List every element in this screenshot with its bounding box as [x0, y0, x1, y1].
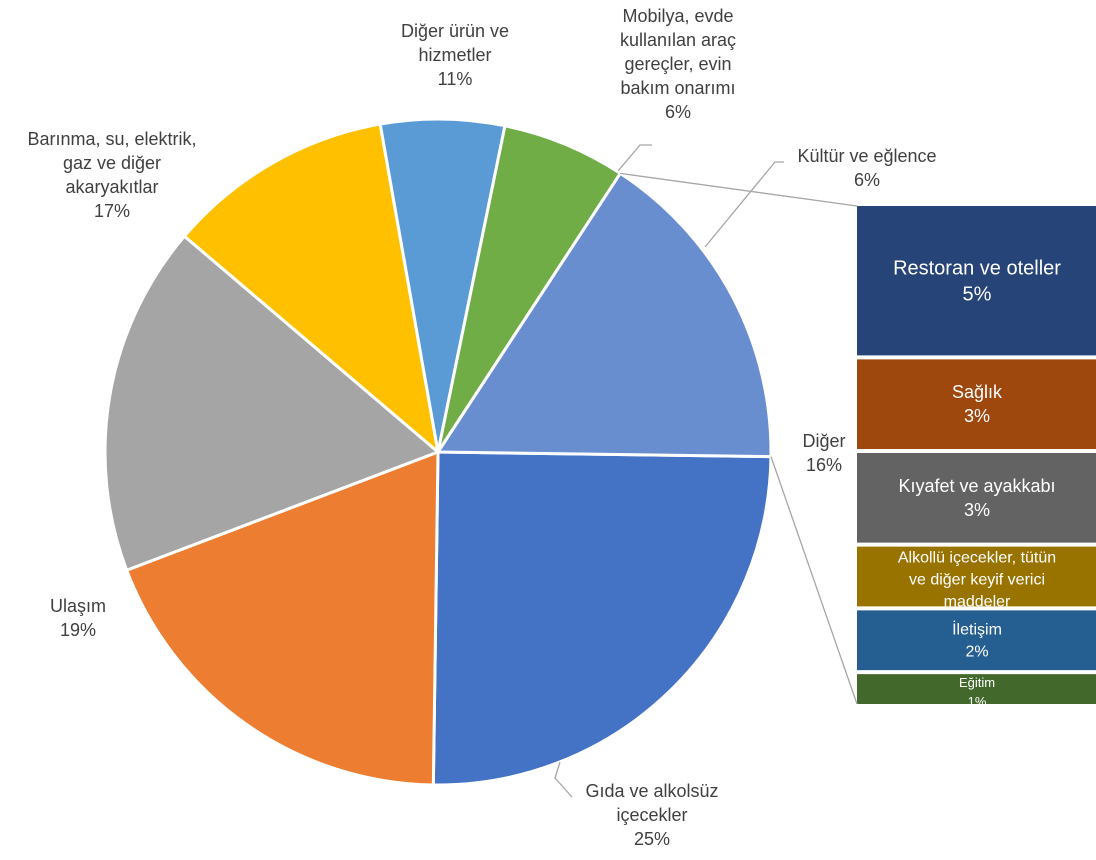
bar-label-text: İletişim: [952, 619, 1002, 638]
data-label-text: Gıda ve alkolsüz: [585, 781, 718, 801]
data-label-value: 17%: [94, 201, 130, 221]
pie-slice-diger-urun-ve-hizmetler: [182, 122, 440, 454]
data-label-text: Diğer ürün ve: [401, 21, 509, 41]
data-label-value: 6%: [665, 102, 691, 122]
bar-label-alkollu-icecekler-tutun-ve-diger-keyif-verici-maddeler: Alkollü içecekler, tütün ve diğer keyif v…: [898, 550, 1056, 611]
bar-label-text: Alkollü içecekler, tütün: [898, 550, 1056, 567]
data-label-text: gereçler, evin: [624, 54, 731, 74]
bar-segment-saglik: [857, 359, 1096, 450]
connector-line-top: [620, 172, 858, 207]
bar-label-value: 1%: [968, 694, 987, 709]
bar-label-value: 3%: [964, 500, 990, 520]
data-label-value: 6%: [854, 170, 880, 190]
data-label-text: gaz ve diğer: [63, 153, 161, 173]
leader-line: [554, 761, 573, 798]
data-label-text: Mobilya, evde: [622, 6, 733, 26]
data-label-diger-urun-ve-hizmetler: Diğer ürün ve hizmetler 11%: [401, 21, 509, 89]
pie-slice-mobilya-evde-kullanilan-arac-gerecler-evin-bakim-onarimi: [378, 117, 507, 454]
data-label-text: akaryakıtlar: [65, 177, 158, 197]
pie: [103, 117, 773, 787]
connector-line-bottom: [770, 456, 858, 705]
bar-label-value: 3%: [964, 406, 990, 426]
bar-label-text: ve diğer keyif verici: [909, 572, 1045, 589]
data-label-text: içecekler: [616, 805, 687, 825]
data-label-mobilya-evde-kullanilan-arac-gerecler-evin-bakim-onarimi: Mobilya, evde kullanılan araç gereçler, ev…: [620, 6, 736, 122]
bar-label-text: Kıyafet ve ayakkabı: [898, 476, 1055, 496]
bar-segment-egitim: [857, 674, 1096, 705]
pie-slice-diger: [436, 171, 773, 459]
data-label-text: Barınma, su, elektrik,: [27, 129, 196, 149]
data-label-gida-ve-alkolsuz-icecekler: Gıda ve alkolsüz içecekler 25%: [585, 781, 718, 849]
data-label-diger: Diğer 16%: [802, 431, 845, 475]
bar-segment-alkollu-icecekler-tutun-ve-diger-keyif-verici-maddeler: [857, 546, 1096, 607]
bar-label-kiyafet-ve-ayakkabi: Kıyafet ve ayakkabı 3%: [898, 476, 1055, 520]
bar-label-text: maddeler: [944, 594, 1011, 611]
leader-line: [704, 161, 784, 248]
data-label-text: hizmetler: [418, 45, 491, 65]
leader-lines: [554, 144, 858, 798]
data-label-value: 16%: [806, 455, 842, 475]
bar-label-text: Eğitim: [959, 675, 995, 690]
data-label-text: Ulaşım: [50, 596, 106, 616]
bar-label-iletisim: İletişim 2%: [952, 619, 1002, 660]
pie-slice-kultur-ve-eglence: [436, 124, 622, 454]
pie-slice-barinma-su-elektrik-gaz-ve-diger-akaryakitlar: [103, 234, 440, 572]
data-label-kultur-ve-eglence: Kültür ve eğlence 6%: [797, 146, 936, 190]
data-label-barinma-su-elektrik-gaz-ve-diger-akaryakitlar: Barınma, su, elektrik, gaz ve diğer akarya…: [27, 129, 196, 221]
bar-segment-kiyafet-ve-ayakkabi: [857, 453, 1096, 543]
bar-label-egitim: Eğitim 1%: [959, 675, 995, 709]
bar-label-value: 2%: [965, 643, 988, 660]
data-label-text: Diğer: [802, 431, 845, 451]
data-label-ulasim: Ulaşım 19%: [50, 596, 106, 640]
data-label-text: kullanılan araç: [620, 30, 736, 50]
data-label-text: Kültür ve eğlence: [797, 146, 936, 166]
data-label-value: 11%: [438, 69, 473, 89]
pie-slice-ulasim: [125, 450, 440, 787]
pie-slice-gida-ve-alkolsuz-icecekler: [431, 450, 773, 787]
bar-label-value: 5%: [963, 284, 992, 306]
bar-segment-restoran-ve-oteller: [857, 206, 1096, 356]
data-label-text: bakım onarımı: [620, 78, 735, 98]
bar-label-text: Sağlık: [952, 382, 1003, 402]
bar-label-restoran-ve-oteller: Restoran ve oteller 5%: [893, 258, 1061, 306]
bar-label-text: Restoran ve oteller: [893, 258, 1061, 280]
bar-segment-iletisim: [857, 610, 1096, 671]
leader-line: [617, 144, 652, 172]
data-labels: Gıda ve alkolsüz içecekler 25% Ulaşım 19% Bar…: [27, 6, 936, 849]
bar-label-saglik: Sağlık 3%: [952, 382, 1003, 426]
data-label-value: 19%: [60, 620, 96, 640]
data-label-value: 25%: [634, 829, 670, 849]
